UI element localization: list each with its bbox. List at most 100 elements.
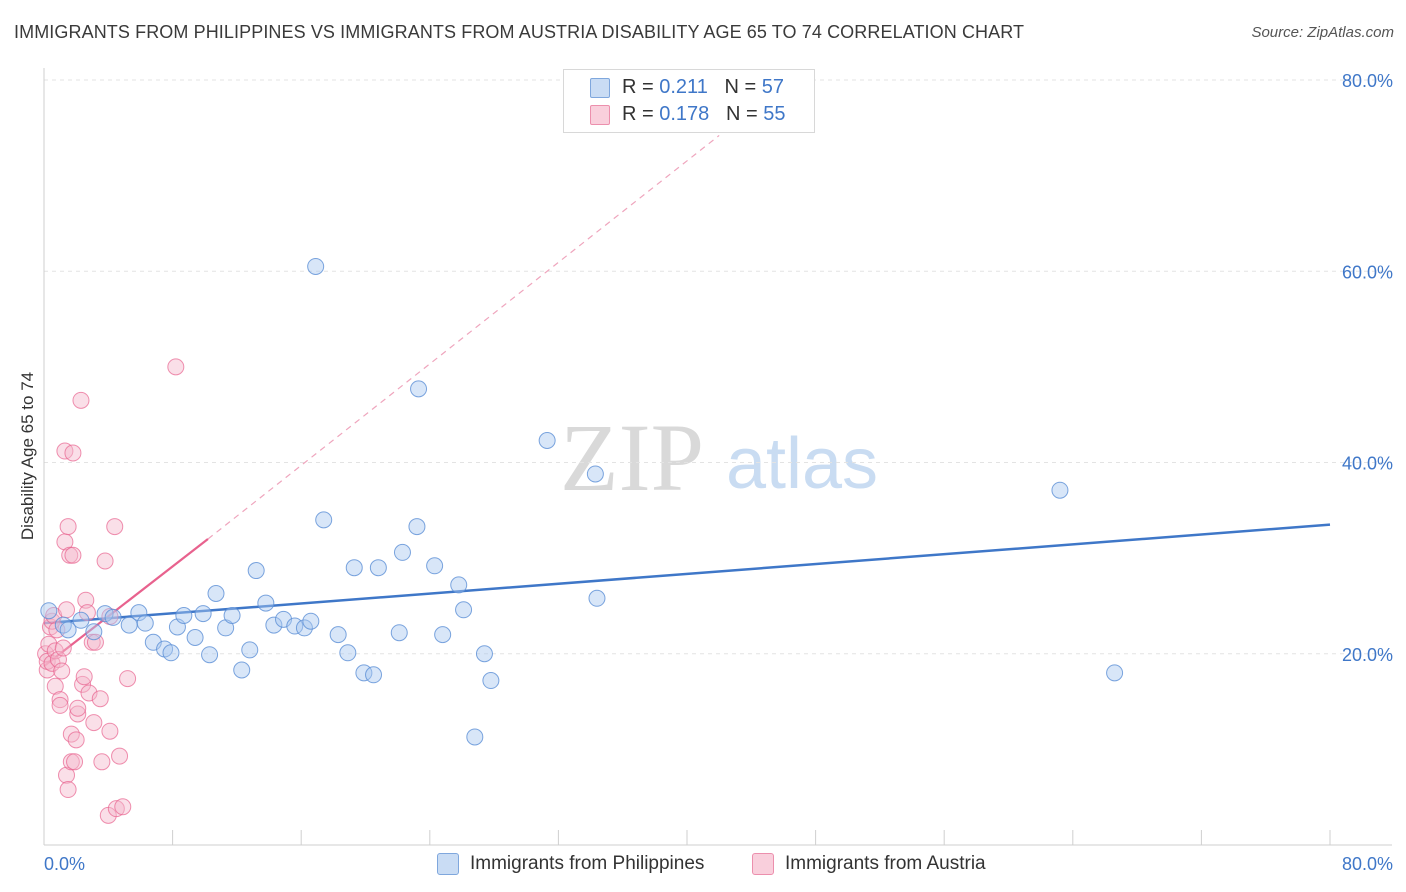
philippines-point	[265, 616, 283, 634]
gridlines	[44, 79, 1392, 655]
austria-point	[93, 753, 111, 771]
austria-point	[80, 684, 98, 702]
legend-n-value: 57	[761, 76, 784, 98]
philippines-point	[475, 645, 493, 663]
philippines-point	[96, 605, 114, 623]
correlation-legend: R = 0.211 N = 57 R = 0.178 N = 55	[563, 69, 815, 133]
y-tick-label: 60.0%	[1342, 262, 1393, 282]
philippines-point	[85, 623, 103, 641]
legend-r-value: 0.178	[659, 103, 710, 125]
philippines-point	[345, 559, 363, 577]
austria-point	[46, 677, 64, 695]
philippines-point	[194, 605, 212, 623]
legend-swatch-austria	[590, 105, 610, 125]
philippines-point	[365, 666, 383, 684]
austria-point	[167, 358, 185, 376]
philippines-point	[455, 601, 473, 619]
tick-labels: 20.0% 40.0% 60.0% 80.0% 0.0% 80.0%	[44, 71, 1393, 874]
austria-point	[96, 552, 114, 570]
austria-point	[91, 690, 109, 708]
legend-n-label: N =	[725, 103, 764, 125]
philippines-point	[390, 624, 408, 642]
austria-point	[69, 705, 87, 723]
bottom-legend-swatch-austria	[752, 853, 774, 875]
austria-point	[106, 518, 124, 536]
philippines-point	[329, 626, 347, 644]
austria-point	[107, 800, 125, 818]
philippines-point	[207, 585, 225, 603]
x-tick-label: 0.0%	[44, 854, 85, 874]
philippines-point	[408, 518, 426, 536]
austria-trend-line	[43, 538, 209, 668]
bottom-legend-label-austria: Immigrants from Austria	[785, 853, 986, 874]
philippines-point	[295, 619, 313, 637]
data-points	[37, 257, 1124, 824]
philippines-point	[241, 641, 259, 659]
watermark: ZIP atlas	[560, 404, 878, 511]
legend-swatch-philippines	[590, 78, 610, 98]
austria-point	[51, 691, 69, 709]
austria-point	[72, 391, 90, 409]
philippines-point	[40, 602, 58, 620]
legend-n-value: 55	[763, 103, 786, 125]
philippines-trend-line	[43, 523, 1331, 625]
philippines-point	[186, 628, 204, 646]
y-tick-label: 80.0%	[1342, 71, 1393, 91]
philippines-point	[247, 562, 265, 580]
austria-point	[64, 546, 82, 564]
philippines-point	[54, 616, 72, 634]
y-tick-label: 20.0%	[1342, 645, 1393, 665]
austria-point	[40, 635, 58, 653]
austria-point	[85, 714, 103, 732]
philippines-point	[586, 465, 604, 483]
philippines-point	[130, 604, 148, 622]
philippines-point	[307, 257, 325, 275]
austria-point	[111, 747, 129, 765]
axes	[43, 68, 1392, 846]
austria-point	[119, 670, 137, 688]
legend-r-value: 0.211	[659, 76, 708, 98]
philippines-point	[257, 594, 275, 612]
philippines-point	[538, 432, 556, 450]
austria-point	[62, 725, 80, 743]
philippines-point	[426, 557, 444, 575]
austria-point	[53, 662, 71, 680]
philippines-point	[482, 672, 500, 690]
austria-point	[101, 722, 119, 740]
austria-point	[58, 766, 76, 784]
y-tick-label: 40.0%	[1342, 454, 1393, 474]
philippines-point	[466, 728, 484, 746]
philippines-point	[72, 611, 90, 629]
philippines-point	[201, 646, 219, 664]
source-label: Source: ZipAtlas.com	[1251, 24, 1394, 41]
austria-trend-dashed	[207, 134, 720, 540]
austria-point	[59, 781, 77, 799]
philippines-point	[59, 621, 77, 639]
y-axis-label: Disability Age 65 to 74	[18, 371, 37, 541]
legend-n-label: N =	[724, 76, 762, 98]
philippines-point	[233, 661, 251, 679]
bottom-legend-label-philippines: Immigrants from Philippines	[470, 853, 705, 874]
austria-point	[58, 601, 76, 619]
philippines-point	[104, 608, 122, 626]
trend-lines	[43, 134, 1331, 668]
austria-point	[75, 668, 93, 686]
austria-point	[51, 696, 69, 714]
austria-point	[114, 798, 132, 816]
watermark-atlas: atlas	[726, 424, 878, 504]
philippines-point	[302, 612, 320, 630]
philippines-point	[369, 559, 387, 577]
austria-point	[64, 444, 82, 462]
watermark-zip: ZIP	[560, 404, 704, 511]
philippines-point	[1051, 481, 1069, 499]
austria-point	[77, 591, 95, 609]
philippines-point	[223, 607, 241, 624]
austria-point	[59, 518, 77, 536]
legend-r-label: R =	[622, 76, 660, 98]
philippines-point	[450, 576, 468, 594]
austria-point	[43, 612, 61, 630]
philippines-point	[339, 644, 357, 662]
philippines-point	[588, 589, 606, 607]
austria-point	[86, 633, 104, 651]
